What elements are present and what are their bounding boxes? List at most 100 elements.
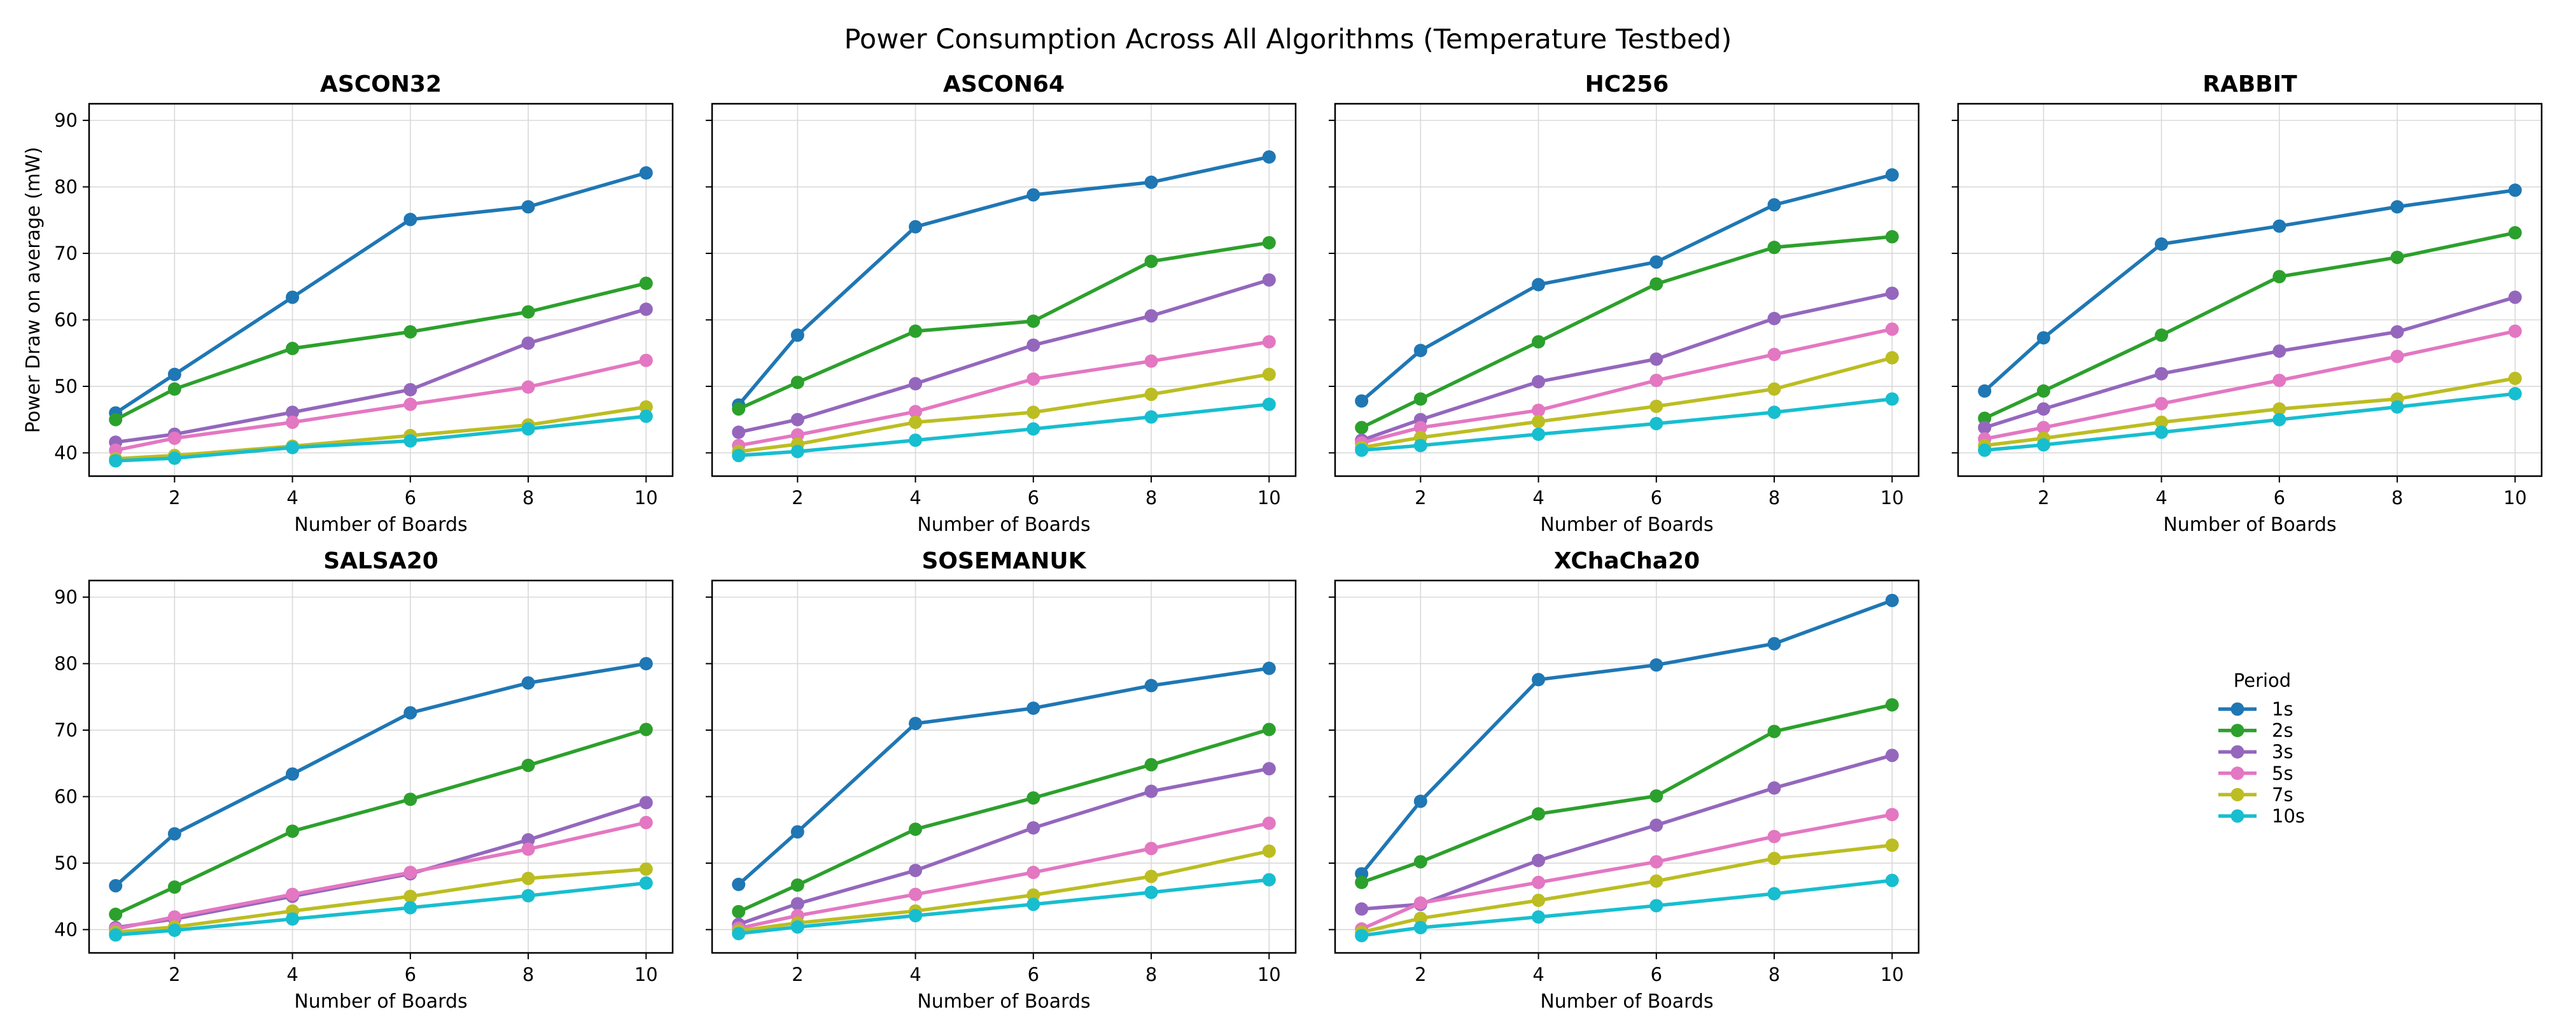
data-point-7s <box>1026 405 1040 419</box>
data-point-1s <box>1144 679 1158 693</box>
data-point-10s <box>1532 910 1546 924</box>
x-axis-label: Number of Boards <box>917 514 1090 536</box>
data-point-2s <box>1026 314 1040 328</box>
series-line-3s <box>113 307 648 444</box>
x-tick-label: 4 <box>2155 487 2167 509</box>
x-tick-label: 2 <box>792 487 803 509</box>
x-tick-label: 2 <box>169 487 180 509</box>
data-point-3s <box>1532 375 1546 389</box>
y-tick-label: 90 <box>54 109 78 131</box>
series-line-2s <box>736 241 1271 411</box>
legend-item-5s: 5s <box>2218 763 2293 784</box>
series-2s <box>732 236 1276 416</box>
data-point-10s <box>1767 887 1781 901</box>
series-line-7s <box>113 867 648 934</box>
series-line-3s <box>1982 295 2517 430</box>
series-5s <box>1978 324 2522 446</box>
series-line-2s <box>1359 703 1894 885</box>
data-point-2s <box>1885 698 1899 712</box>
legend-marker <box>2230 724 2244 738</box>
data-point-10s <box>1885 392 1899 406</box>
data-point-5s <box>2508 324 2522 338</box>
data-point-10s <box>1649 899 1663 913</box>
data-point-7s <box>909 415 923 429</box>
legend-item-3s: 3s <box>2218 741 2293 763</box>
data-point-1s <box>732 877 746 891</box>
data-point-3s <box>2272 344 2286 358</box>
x-tick-label: 10 <box>1880 964 1904 985</box>
y-tick-label: 40 <box>54 442 78 463</box>
series-line-2s <box>113 281 648 421</box>
x-tick-label: 10 <box>1257 964 1281 985</box>
data-point-3s <box>1885 286 1899 300</box>
data-point-10s <box>521 889 535 903</box>
data-point-1s <box>1885 593 1899 607</box>
subplot-xchacha20: 2 4 6 8 10 XChaCha20 Number of Boards <box>1329 548 1920 1013</box>
data-point-10s <box>639 876 653 890</box>
data-point-2s <box>732 905 746 919</box>
y-tick-label: 50 <box>54 376 78 397</box>
data-point-5s <box>1649 855 1663 869</box>
data-point-2s <box>1767 241 1781 255</box>
data-point-1s <box>1649 255 1663 269</box>
data-point-5s <box>1413 421 1427 435</box>
data-point-10s <box>109 928 123 942</box>
data-point-7s <box>639 400 653 414</box>
data-point-10s <box>732 927 746 941</box>
data-point-10s <box>1978 443 1992 457</box>
y-axis-label: Power Draw on average (mW) <box>22 147 45 433</box>
data-point-5s <box>1026 372 1040 386</box>
legend-item-10s: 10s <box>2218 805 2305 827</box>
data-point-2s <box>639 276 653 290</box>
data-point-3s <box>639 302 653 316</box>
legend-marker <box>2230 766 2244 780</box>
legend-item-2s: 2s <box>2218 720 2293 742</box>
data-point-1s <box>1532 673 1546 687</box>
series-2s <box>1355 230 1899 435</box>
series-line-1s <box>113 171 648 415</box>
data-point-5s <box>2155 397 2169 411</box>
series-line-10s <box>1359 878 1894 938</box>
data-point-2s <box>2508 226 2522 240</box>
data-point-1s <box>909 220 923 234</box>
data-point-3s <box>1649 352 1663 366</box>
data-point-5s <box>2036 421 2050 435</box>
data-point-3s <box>909 377 923 391</box>
data-point-10s <box>2508 386 2522 400</box>
data-point-1s <box>1144 175 1158 189</box>
series-line-10s <box>1359 397 1894 453</box>
data-point-10s <box>1144 410 1158 424</box>
axes-frame <box>711 102 1297 477</box>
series-line-1s <box>736 155 1271 407</box>
data-point-1s <box>790 328 804 342</box>
data-point-2s <box>109 907 123 921</box>
x-axis-label: Number of Boards <box>2163 514 2336 536</box>
data-point-5s <box>909 887 923 901</box>
data-point-10s <box>790 920 804 934</box>
data-point-1s <box>1413 794 1427 808</box>
data-point-7s <box>2508 371 2522 385</box>
data-point-5s <box>1649 374 1663 388</box>
series-3s <box>1355 286 1899 447</box>
x-axis-label: Number of Boards <box>1540 514 1713 536</box>
axes-frame <box>88 102 674 477</box>
series-line-5s <box>1359 812 1894 931</box>
x-tick-label: 6 <box>1651 964 1662 985</box>
data-point-7s <box>2272 402 2286 416</box>
data-point-2s <box>109 412 123 426</box>
data-point-1s <box>790 825 804 839</box>
data-point-10s <box>109 454 123 468</box>
data-point-2s <box>2272 270 2286 284</box>
data-point-1s <box>1885 168 1899 182</box>
data-point-2s <box>790 376 804 390</box>
data-point-2s <box>639 722 653 736</box>
data-point-10s <box>2155 425 2169 439</box>
data-point-5s <box>1767 829 1781 843</box>
series-line-7s <box>113 405 648 461</box>
x-tick-label: 6 <box>405 487 416 509</box>
legend-item-1s: 1s <box>2218 698 2293 720</box>
series-2s <box>1978 226 2522 425</box>
data-point-7s <box>639 862 653 876</box>
x-tick-label: 2 <box>1415 964 1426 985</box>
